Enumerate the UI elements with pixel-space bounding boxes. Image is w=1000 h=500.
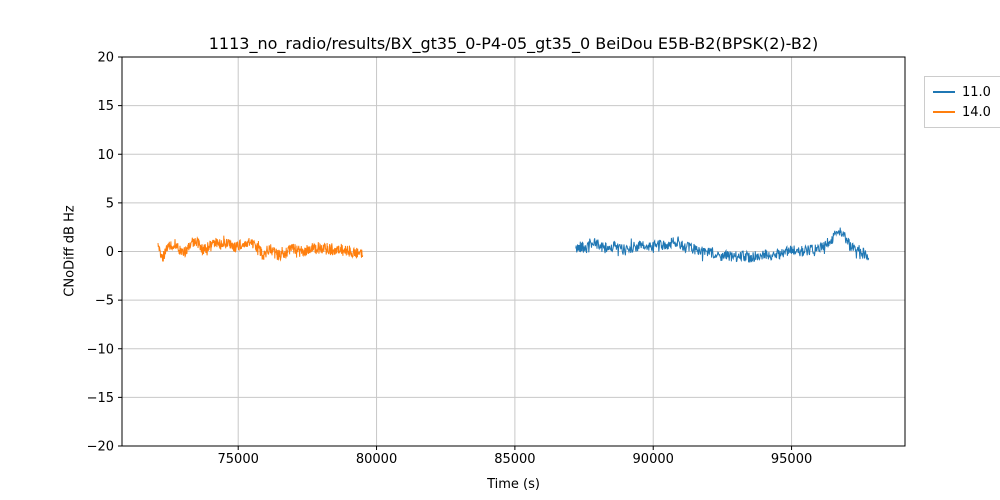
y-tick-label: 20 <box>97 51 114 66</box>
y-tick-label: 5 <box>106 196 114 211</box>
x-tick-label: 85000 <box>494 452 535 467</box>
legend-entry: 11.0 <box>933 82 1000 102</box>
y-tick-label: −20 <box>87 440 114 455</box>
x-tick-label: 75000 <box>218 452 259 467</box>
y-tick-label: −5 <box>95 294 114 309</box>
legend-line-swatch <box>933 111 955 113</box>
series-line-14.0 <box>157 235 364 262</box>
y-tick-label: −10 <box>87 342 114 357</box>
y-tick-label: 0 <box>106 245 114 260</box>
legend-entry: 14.0 <box>933 102 1000 122</box>
legend: 11.0 14.0 <box>924 76 1000 128</box>
x-tick-label: 80000 <box>356 452 397 467</box>
x-tick-label: 95000 <box>771 452 812 467</box>
legend-label: 14.0 <box>962 104 991 120</box>
y-tick-label: −15 <box>87 391 114 406</box>
chart-title: 1113_no_radio/results/BX_gt35_0-P4-05_gt… <box>208 34 819 53</box>
x-axis-label: Time (s) <box>487 477 540 492</box>
legend-line-swatch <box>933 91 955 93</box>
x-tick-label: 90000 <box>633 452 674 467</box>
y-tick-label: 15 <box>97 99 114 114</box>
series-line-11.0 <box>575 227 870 263</box>
y-tick-label: 10 <box>97 148 114 163</box>
legend-label: 11.0 <box>962 84 991 100</box>
